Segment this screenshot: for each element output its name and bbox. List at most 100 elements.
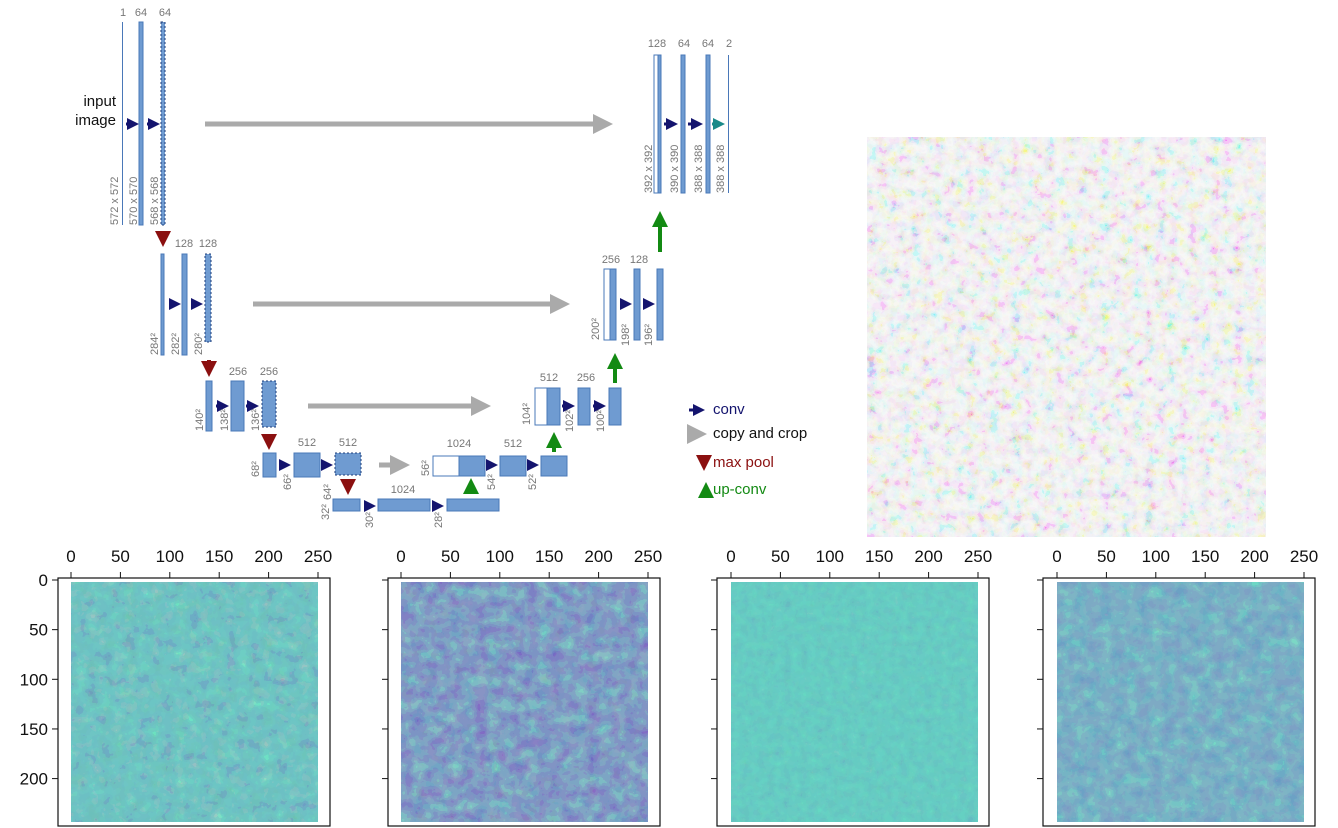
feature-map (577, 387, 591, 426)
feature-map (204, 253, 212, 343)
x-tick-label: 200 (1240, 547, 1268, 566)
channel-label: 64 (702, 38, 714, 50)
size-label: 64² (322, 484, 334, 500)
y-tick-label: 200 (20, 770, 48, 789)
size-label: 138² (219, 409, 231, 431)
feature-map (230, 380, 245, 432)
axes-frame (716, 577, 990, 827)
axes-frame (57, 577, 331, 827)
x-tick-label: 150 (865, 547, 893, 566)
size-label: 570 x 570 (128, 177, 140, 225)
x-tick-label: 250 (964, 547, 992, 566)
channel-label: 512 (540, 372, 558, 384)
channel-label: 1024 (391, 484, 415, 496)
x-tick-label: 50 (441, 547, 460, 566)
x-tick-label: 0 (1052, 547, 1061, 566)
feature-map (534, 387, 548, 426)
feature-map (657, 54, 662, 194)
feature-map (540, 455, 568, 477)
size-label: 388 x 388 (715, 145, 727, 193)
y-tick-label: 100 (20, 670, 48, 689)
legend-label: conv (713, 401, 745, 418)
x-tick-label: 200 (254, 547, 282, 566)
feature-map (609, 268, 617, 341)
feature-map (608, 387, 622, 426)
size-label: 198² (620, 324, 632, 346)
size-label: 196² (643, 324, 655, 346)
size-label: 104² (521, 403, 533, 425)
feature-map (603, 268, 611, 341)
channel-label: 64 (135, 7, 147, 19)
feature-map (377, 498, 431, 512)
size-label: 32² (320, 504, 332, 520)
feature-map (262, 452, 277, 478)
feature-map (160, 21, 166, 226)
axes-frame (387, 577, 661, 827)
feature-map (728, 55, 729, 193)
x-tick-label: 0 (726, 547, 735, 566)
activation-map (401, 582, 648, 822)
feature-map (332, 498, 361, 512)
feature-map (122, 22, 123, 225)
size-label: 140² (194, 409, 206, 431)
size-label: 100² (595, 410, 607, 432)
legend-label: up-conv (713, 481, 767, 498)
channel-label: 512 (298, 437, 316, 449)
x-tick-label: 150 (205, 547, 233, 566)
activation-map (1057, 582, 1304, 822)
x-tick-label: 200 (914, 547, 942, 566)
axes-frame (1042, 577, 1316, 827)
feature-map (138, 21, 144, 226)
feature-map (205, 380, 213, 432)
channel-label: 256 (260, 366, 278, 378)
x-tick-label: 100 (486, 547, 514, 566)
feature-map (458, 455, 486, 477)
size-label: 52² (527, 474, 539, 490)
size-label: 568 x 568 (149, 177, 161, 225)
feature-map (261, 380, 277, 428)
feature-map (499, 455, 527, 477)
size-label: 66² (282, 474, 294, 490)
x-tick-label: 0 (396, 547, 405, 566)
x-tick-label: 150 (1191, 547, 1219, 566)
channel-label: 128 (648, 38, 666, 50)
feature-map (334, 452, 362, 476)
channel-label: 256 (602, 254, 620, 266)
size-label: 388 x 388 (693, 145, 705, 193)
channel-label: 128 (630, 254, 648, 266)
size-label: 200² (590, 318, 602, 340)
channel-label: 1 (120, 7, 126, 19)
y-tick-label: 50 (29, 621, 48, 640)
x-tick-label: 250 (1290, 547, 1318, 566)
x-tick-label: 50 (771, 547, 790, 566)
channel-label: 128 (199, 238, 217, 250)
x-tick-label: 0 (66, 547, 75, 566)
feature-map (680, 54, 686, 194)
y-tick-label: 150 (20, 720, 48, 739)
channel-label: 128 (175, 238, 193, 250)
size-label: 390 x 390 (669, 145, 681, 193)
feature-map (656, 268, 664, 341)
size-label: 284² (149, 333, 161, 355)
x-tick-label: 100 (156, 547, 184, 566)
input-label: input image (75, 93, 116, 129)
legend-label: copy and crop (713, 425, 807, 442)
x-tick-label: 250 (634, 547, 662, 566)
channel-label: 256 (229, 366, 247, 378)
x-tick-label: 100 (1142, 547, 1170, 566)
feature-map (181, 253, 188, 356)
size-label: 282² (170, 333, 182, 355)
feature-map (293, 452, 321, 478)
feature-map (432, 455, 460, 477)
x-tick-label: 50 (111, 547, 130, 566)
size-label: 28² (433, 512, 445, 528)
x-tick-label: 250 (304, 547, 332, 566)
size-label: 54² (486, 474, 498, 490)
feature-map (446, 498, 500, 512)
channel-label: 512 (504, 438, 522, 450)
size-label: 572 x 572 (109, 177, 121, 225)
size-label: 136² (250, 409, 262, 431)
channel-label: 64 (678, 38, 690, 50)
